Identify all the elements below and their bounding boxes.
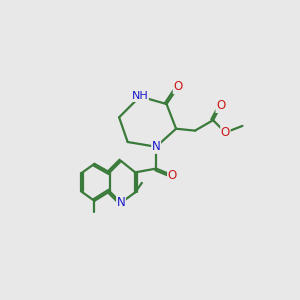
Text: O: O (216, 99, 225, 112)
Text: N: N (117, 196, 125, 209)
Text: NH: NH (132, 92, 148, 101)
Text: N: N (152, 140, 161, 153)
Text: O: O (221, 126, 230, 139)
Text: O: O (173, 80, 183, 94)
Text: O: O (168, 169, 177, 182)
